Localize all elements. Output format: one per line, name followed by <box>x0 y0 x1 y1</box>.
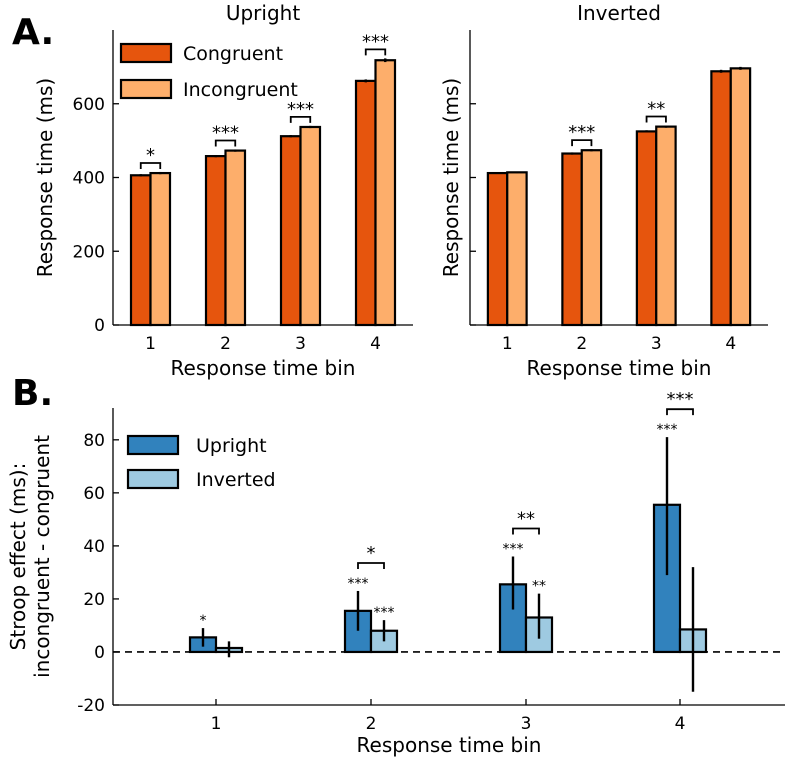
chart-stroop-effect: -200204060801*2*******3*******4******Res… <box>6 389 785 757</box>
legend-label-congruent: Congruent <box>183 43 283 65</box>
bar-congruent <box>204 155 227 327</box>
y-tick-label: 600 <box>73 95 105 115</box>
legend-swatch-congruent <box>119 42 173 64</box>
legend-swatch-upright <box>126 434 180 456</box>
significance-stars: *** <box>503 542 524 558</box>
significance-stars: ** <box>532 579 546 595</box>
x-tick-label: 2 <box>576 334 587 354</box>
significance-label: *** <box>568 122 595 143</box>
y-axis-label: Response time (ms) <box>439 78 463 277</box>
x-tick-label: 1 <box>211 714 222 734</box>
bar-congruent <box>635 130 658 327</box>
bar-incongruent <box>729 67 752 327</box>
significance-label: *** <box>287 99 314 120</box>
bar-incongruent <box>224 149 247 327</box>
bar-congruent <box>354 79 377 327</box>
legend-label-upright: Upright <box>196 435 267 457</box>
x-tick-label: 1 <box>145 334 156 354</box>
chart-inverted: 1 2 *** 3 ** 4 Inverted Response time bin Respon… <box>439 1 768 380</box>
bar-incongruent <box>655 125 677 327</box>
y-tick-label: -20 <box>77 696 105 716</box>
significance-stars: *** <box>348 576 369 592</box>
y-tick-label: 400 <box>73 169 105 189</box>
x-tick-label: 4 <box>675 714 686 734</box>
legend-label-incongruent: Incongruent <box>183 79 298 101</box>
x-tick-label: 3 <box>295 334 306 354</box>
x-tick-label: 2 <box>220 334 231 354</box>
bar-congruent <box>279 135 302 327</box>
y-tick-label: 200 <box>73 242 105 262</box>
y-axis-label: Response time (ms) <box>33 78 57 277</box>
significance-stars: *** <box>374 605 395 621</box>
significance-bracket <box>289 115 312 123</box>
significance-bracket <box>645 115 667 123</box>
bar-incongruent <box>149 171 172 327</box>
x-tick-label: 1 <box>502 334 513 354</box>
panel-title: Inverted <box>577 1 661 25</box>
comparison-bracket <box>512 527 540 535</box>
x-tick-label: 2 <box>366 714 377 734</box>
x-axis-label: Response time bin <box>357 733 542 757</box>
significance-bracket <box>364 48 387 56</box>
bar-congruent <box>486 171 509 327</box>
comparison-label: *** <box>667 389 694 410</box>
y-tick-label: 40 <box>83 537 105 557</box>
x-tick-label: 3 <box>651 334 662 354</box>
chart-upright: 0 200 400 600 1 * 2 *** 3 *** 4 *** Upright Response … <box>33 1 413 380</box>
bar-incongruent <box>580 149 603 327</box>
y-tick-label: 0 <box>94 316 105 336</box>
comparison-label: ** <box>517 509 535 530</box>
significance-bracket <box>571 139 593 147</box>
comparison-bracket <box>666 408 694 416</box>
significance-label: * <box>146 145 155 166</box>
x-axis-label: Response time bin <box>527 356 712 380</box>
significance-bracket <box>214 139 237 147</box>
legend-swatch-inverted <box>126 468 180 490</box>
y-tick-label: 20 <box>83 590 105 610</box>
significance-stars: * <box>200 613 207 629</box>
bar-congruent <box>710 70 732 327</box>
significance-bracket <box>139 162 162 169</box>
legend-label-inverted: Inverted <box>196 469 276 491</box>
bar-incongruent <box>299 125 322 327</box>
x-tick-label: 3 <box>521 714 532 734</box>
significance-label: ** <box>647 99 665 120</box>
x-axis-label: Response time bin <box>171 356 356 380</box>
significance-label: *** <box>212 122 239 143</box>
y-tick-label: 80 <box>83 431 105 451</box>
comparison-bracket <box>357 562 385 569</box>
panel-label-b: B. <box>12 373 53 414</box>
x-tick-label: 4 <box>725 334 736 354</box>
panel-label-a: A. <box>12 12 54 53</box>
comparison-label: * <box>367 543 376 564</box>
bar-congruent <box>561 152 583 327</box>
panel-title: Upright <box>226 1 300 25</box>
bar-congruent <box>129 174 152 327</box>
y-axis-label-line: Stroop effect (ms): <box>6 463 30 651</box>
legend-swatch-incongruent <box>119 78 173 100</box>
y-tick-label: 0 <box>94 643 105 663</box>
bar-incongruent <box>374 59 397 327</box>
x-tick-label: 4 <box>370 334 381 354</box>
significance-stars: *** <box>657 422 678 438</box>
y-tick-label: 60 <box>83 484 105 504</box>
bar-incongruent <box>506 171 528 327</box>
significance-label: *** <box>362 31 389 52</box>
y-axis-label-line: incongruent - congruent <box>30 435 54 678</box>
